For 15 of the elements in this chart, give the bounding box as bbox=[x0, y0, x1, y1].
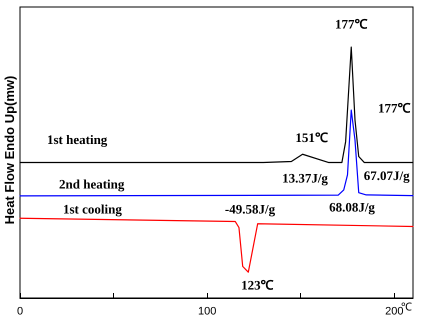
annotation: 151℃ bbox=[295, 130, 328, 145]
annotation: 67.07J/g bbox=[364, 168, 410, 184]
x-tick-label: 200 bbox=[385, 306, 404, 318]
annotation: -49.58J/g bbox=[224, 202, 276, 216]
series-label: 1st heating bbox=[47, 132, 108, 148]
annotation: 13.37J/g bbox=[282, 170, 328, 186]
annotation: 177℃ bbox=[334, 16, 368, 32]
y-axis-title: Heat Flow Endo Up(mw) bbox=[2, 76, 17, 224]
series-label: 1st cooling bbox=[63, 202, 122, 217]
annotation: 123℃ bbox=[241, 278, 274, 293]
annotation: 177℃ bbox=[378, 100, 410, 116]
annotation: 68.08J/g bbox=[329, 200, 376, 214]
series-label: 2nd heating bbox=[59, 176, 125, 192]
x-tick-label: 0 bbox=[16, 306, 24, 318]
x-tick-label: 100 bbox=[198, 306, 216, 318]
